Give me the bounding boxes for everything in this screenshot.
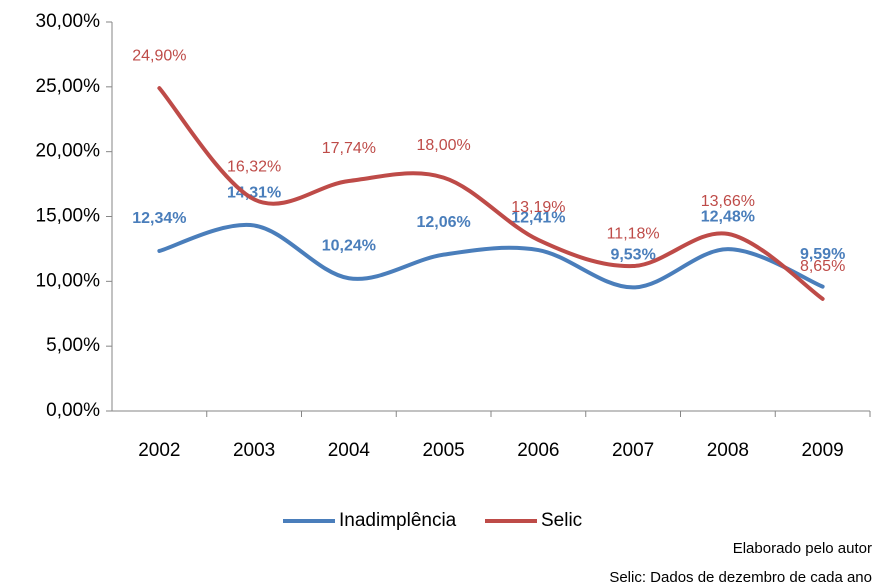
x-tick-label: 2009 [801, 440, 843, 461]
value-label: 9,53% [610, 247, 655, 264]
y-tick-label: 20,00% [36, 141, 101, 162]
annotation: Selic: Dados de dezembro de cada ano [609, 569, 872, 586]
x-tick-label: 2006 [517, 440, 559, 461]
value-label: 17,74% [322, 140, 376, 157]
annotation: Elaborado pelo autor [733, 540, 872, 557]
value-label: 9,59% [800, 246, 845, 263]
x-tick-label: 2002 [138, 440, 180, 461]
y-tick-label: 25,00% [36, 76, 101, 97]
value-label: 12,41% [511, 209, 565, 226]
y-tick-label: 10,00% [36, 270, 101, 291]
series-line [157, 86, 825, 301]
value-label: 12,06% [416, 214, 470, 231]
x-tick-label: 2007 [612, 440, 654, 461]
value-label: 12,48% [701, 208, 755, 225]
x-tick-label: 2003 [233, 440, 275, 461]
value-label: 16,32% [227, 159, 281, 176]
legend-label: Selic [541, 510, 582, 531]
y-tick-label: 0,00% [46, 400, 100, 421]
value-label: 18,00% [416, 137, 470, 154]
y-tick-label: 5,00% [46, 335, 100, 356]
value-label: 11,18% [607, 225, 660, 242]
value-label: 12,34% [132, 210, 186, 227]
legend-label: Inadimplência [339, 510, 457, 531]
series-line [157, 222, 825, 290]
x-tick-label: 2008 [707, 440, 749, 461]
y-tick-label: 15,00% [36, 206, 101, 227]
value-label: 8,65% [800, 258, 845, 275]
y-tick-label: 30,00% [36, 11, 101, 32]
value-label: 10,24% [322, 237, 376, 254]
x-tick-label: 2004 [328, 440, 371, 461]
value-label: 24,90% [132, 47, 186, 64]
value-label: 13,19% [511, 199, 565, 216]
x-tick-label: 2005 [422, 440, 464, 461]
value-label: 13,66% [701, 193, 755, 210]
